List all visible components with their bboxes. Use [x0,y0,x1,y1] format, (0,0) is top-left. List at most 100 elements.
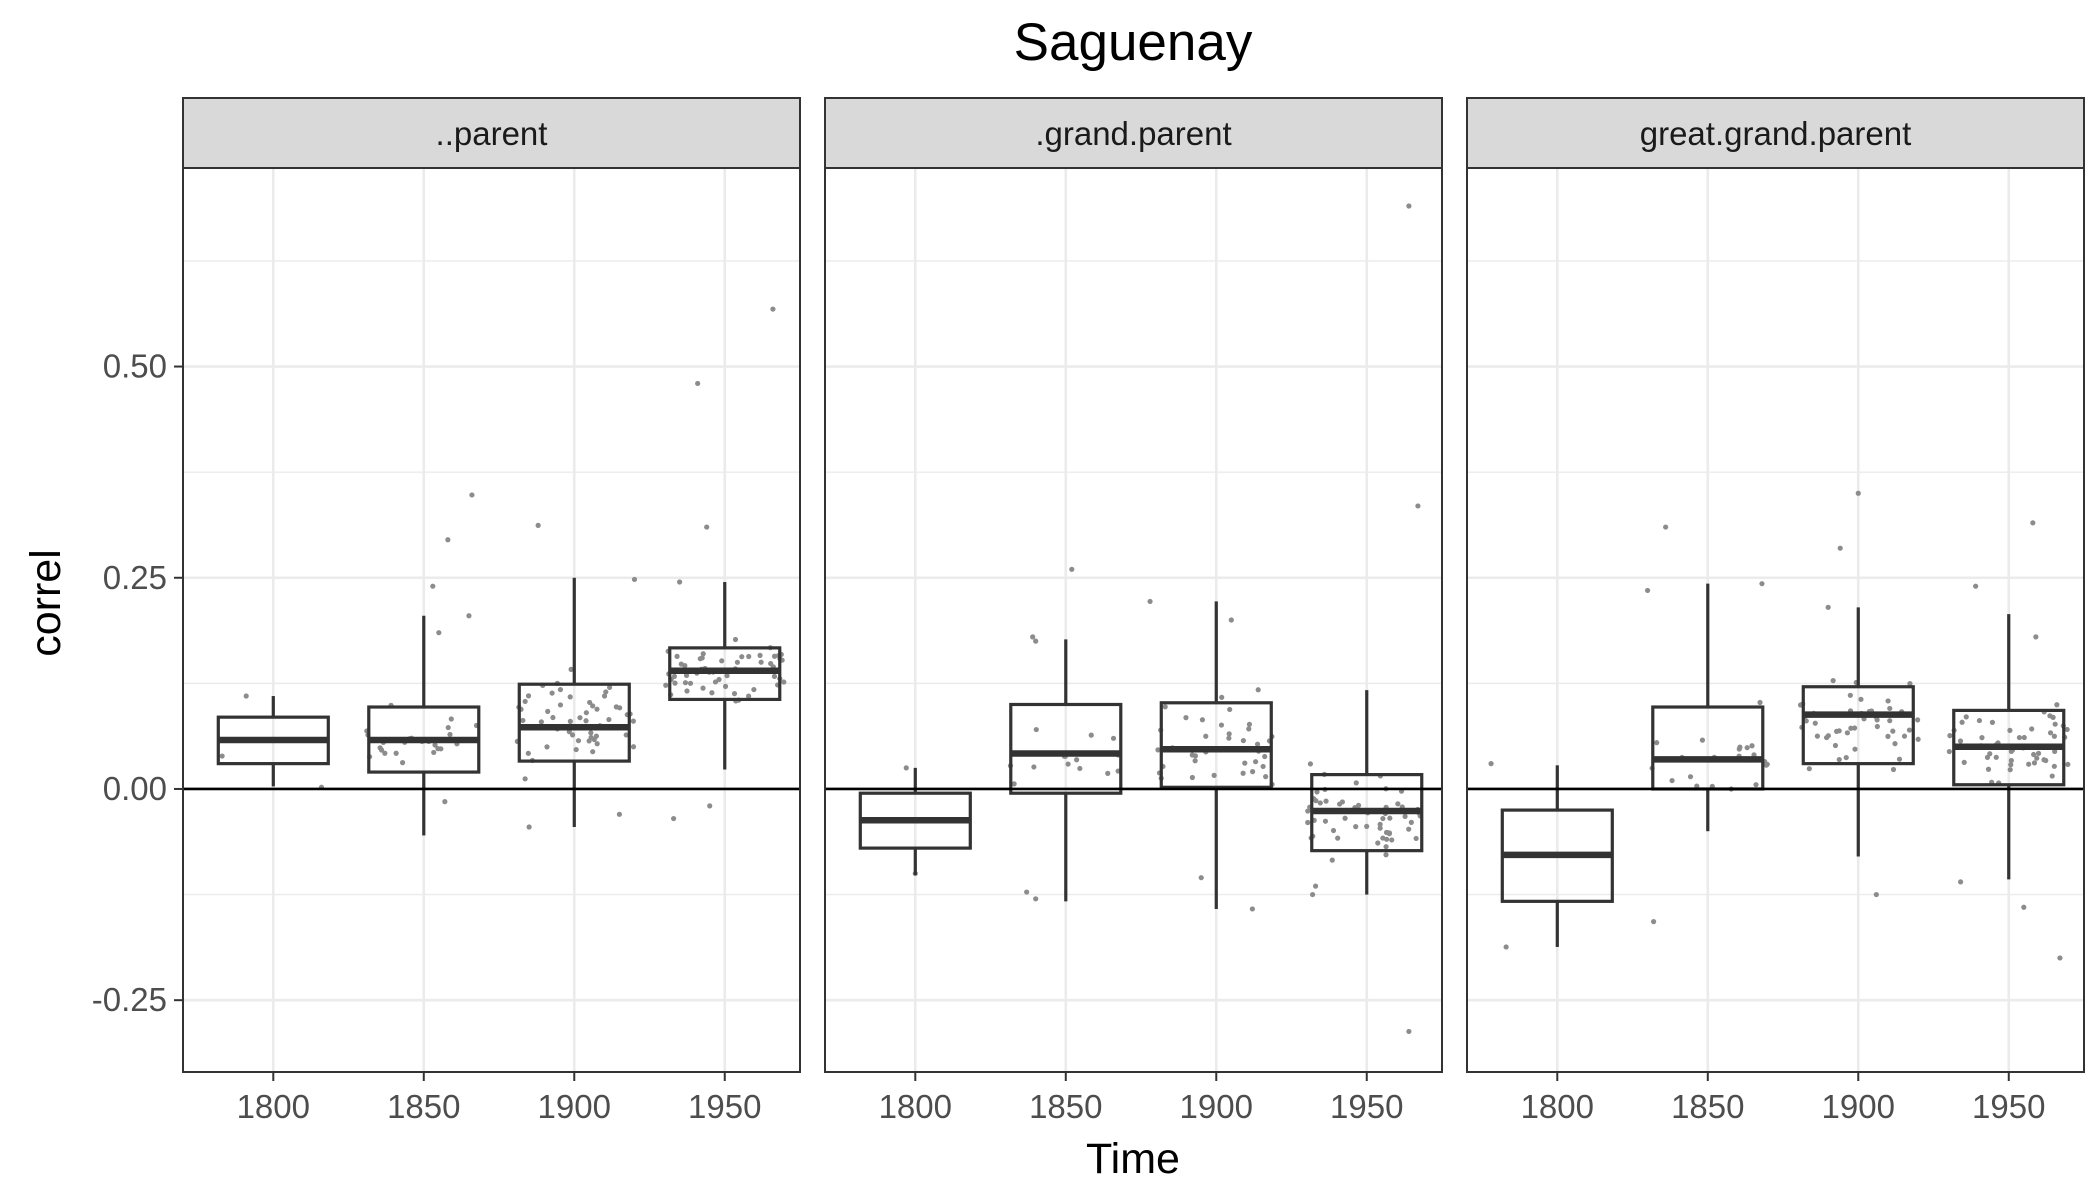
data-point [1353,824,1359,830]
data-point [663,682,669,688]
data-point [469,492,475,498]
data-point [1335,835,1341,841]
box-1800 [216,696,330,787]
x-tick-label: 1900 [1180,1088,1253,1125]
data-point [1832,742,1839,749]
x-tick-label: 1800 [879,1088,952,1125]
data-point [1959,719,1965,725]
data-point [1836,756,1842,763]
data-point [1155,747,1161,753]
data-point [1984,754,1991,760]
data-point [1963,714,1969,720]
data-point [1242,760,1248,766]
data-point [1654,740,1660,746]
data-point [2008,757,2014,764]
data-point [1314,789,1320,795]
data-point [1254,741,1261,747]
data-point [1896,756,1903,762]
data-point [724,673,730,679]
data-point [1855,490,1861,496]
data-point [1364,823,1370,830]
data-point [219,753,225,759]
data-point [672,680,678,686]
data-point [1260,763,1266,770]
data-point [751,686,757,693]
data-point [1699,737,1706,743]
data-point [1852,746,1858,752]
data-point [1873,891,1879,898]
data-point [1408,819,1414,825]
data-point [1837,545,1843,551]
data-point [1833,728,1840,734]
data-point [603,689,609,695]
data-point [435,746,441,752]
data-point [1973,583,1979,589]
data-point [697,656,703,662]
data-point [1843,754,1849,761]
data-point [616,811,623,817]
data-point [1377,821,1383,827]
data-point [525,750,531,756]
data-point [1353,780,1359,786]
data-point [1759,581,1765,587]
data-point [716,676,722,683]
data-point [583,710,589,716]
data-point [617,705,623,711]
facet-panel-1: .grand.parent 1800 1850 1900 1950 [824,97,1443,1125]
data-point [1851,725,1858,731]
data-point [442,799,448,805]
data-point [757,652,763,659]
data-point [378,747,385,753]
data-point [1406,826,1412,832]
data-point [430,583,436,589]
data-point [1211,772,1217,778]
data-point [731,691,738,697]
data-point [1069,566,1075,572]
y-axis: -0.25 0.00 0.25 0.50 [92,348,183,1018]
data-point [557,702,564,708]
x-tick-label: 1950 [1330,1088,1403,1125]
data-point [1309,891,1316,898]
data-point [1250,769,1256,775]
data-point [1227,706,1233,713]
data-point [1339,799,1346,805]
box-1800 [858,767,972,876]
data-point [1380,815,1386,822]
facet-strip-label: great.grand.parent [1640,115,1912,152]
data-point [545,708,551,715]
data-point [573,746,579,753]
data-point [771,673,778,679]
data-point [677,579,683,585]
data-point [243,693,249,699]
data-point [2057,955,2063,961]
data-point [1065,761,1071,767]
data-point [1874,723,1880,730]
data-point [1749,743,1755,749]
data-point [1263,774,1269,780]
data-point [1305,819,1311,826]
data-point [567,694,573,700]
x-tick-label: 1850 [387,1088,460,1125]
data-point [1218,722,1225,728]
data-point [1946,748,1952,755]
data-point [1887,705,1893,712]
data-point [590,703,596,709]
data-point [1252,759,1259,765]
data-point [2064,726,2070,733]
data-point [557,686,564,693]
box-1900 [1801,607,1915,857]
data-point [1228,617,1234,623]
data-point [567,718,573,724]
data-point [587,699,593,706]
data-point [1162,704,1168,710]
data-point [1651,919,1657,925]
data-point [2052,721,2058,727]
data-point [684,688,690,694]
x-tick-label: 1850 [1029,1088,1102,1125]
box-iqr [1801,685,1915,766]
data-point [734,659,740,665]
data-point [525,693,532,699]
data-point [526,824,532,830]
data-point [601,693,608,699]
data-point [1402,813,1408,820]
